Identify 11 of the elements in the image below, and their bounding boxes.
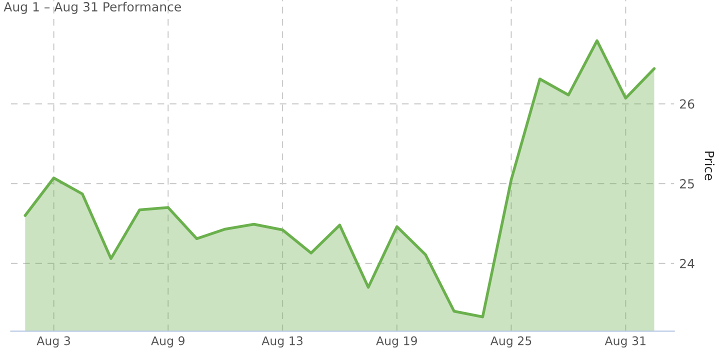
y2-tick-label: 24 <box>680 258 694 268</box>
chart-title: Aug 1 – Aug 31 Performance <box>4 2 181 14</box>
x-tick-label: Aug 19 <box>376 336 417 348</box>
x-tick-label: Aug 9 <box>151 336 184 348</box>
x-tick-label: Aug 3 <box>36 336 70 348</box>
y2-tick-label: 26 <box>680 99 694 109</box>
x-tick-label: Aug 25 <box>490 336 532 348</box>
x-tick-label: Aug 13 <box>262 336 302 348</box>
x-tick-label: Aug 31 <box>604 336 646 348</box>
y2-tick-label: 25 <box>680 179 694 189</box>
y-axis-title: Price <box>704 152 714 180</box>
